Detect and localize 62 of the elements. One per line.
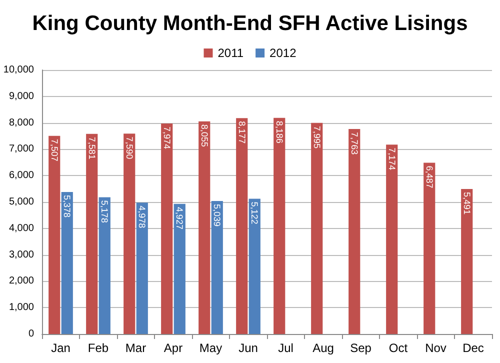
y-tick-label: 6,000 (8, 170, 34, 182)
bar (198, 121, 210, 334)
data-label: 5,039 (212, 204, 222, 226)
x-tick-label: Aug (312, 341, 334, 355)
data-label: 7,174 (386, 148, 397, 170)
bar (461, 189, 473, 334)
bar (174, 204, 186, 334)
y-tick-label: 7,000 (8, 144, 34, 155)
x-tick-label: May (199, 341, 222, 355)
data-label: 7,507 (49, 138, 60, 162)
bar (61, 192, 73, 334)
data-label: 6,487 (424, 166, 434, 188)
x-tick-label: Jan (51, 341, 70, 355)
x-tick-label: Oct (388, 341, 408, 355)
x-tick-label: Feb (88, 341, 109, 355)
chart-title: King County Month-End SFH Active Lisings (32, 12, 468, 35)
x-tick-label: Sep (350, 341, 372, 355)
bar (386, 144, 398, 334)
data-label: 5,122 (250, 202, 260, 224)
data-label: 7,581 (86, 136, 97, 160)
bar (124, 134, 136, 334)
y-tick-label: 2,000 (8, 276, 34, 287)
bar (274, 118, 286, 334)
legend-label: 2012 (270, 46, 297, 60)
bar (236, 118, 248, 334)
y-tick-label: 0 (28, 328, 34, 340)
y-tick-label: 1,000 (8, 302, 34, 314)
y-tick-label: 4,000 (8, 222, 34, 234)
legend-label: 2011 (218, 46, 244, 60)
x-tick-label: Nov (425, 341, 446, 355)
bar (311, 122, 323, 334)
data-label: 8,177 (236, 121, 247, 144)
y-tick-label: 3,000 (8, 249, 34, 260)
x-tick-label: Apr (164, 341, 183, 355)
y-tick-label: 5,000 (8, 196, 34, 208)
x-tick-label: Jun (238, 341, 258, 355)
data-label: 5,491 (462, 192, 472, 215)
y-tick-label: 9,000 (8, 90, 34, 102)
data-label: 4,978 (137, 206, 148, 228)
data-label: 7,974 (162, 126, 172, 150)
bar (136, 202, 148, 334)
data-label: 7,590 (124, 136, 134, 160)
bar (98, 197, 110, 334)
data-label: 8,055 (199, 124, 210, 147)
data-label: 7,995 (312, 126, 322, 148)
data-label: 4,927 (174, 206, 185, 230)
x-tick-label: Dec (462, 341, 484, 355)
data-label: 7,763 (349, 132, 360, 155)
bar (348, 129, 360, 334)
bar (248, 198, 260, 334)
bar (86, 134, 98, 334)
x-tick-label: Jul (278, 341, 294, 355)
y-tick-label: 8,000 (8, 117, 34, 128)
bar (48, 136, 60, 334)
y-tick-label: 10,000 (3, 64, 34, 76)
bar (161, 123, 173, 334)
data-label: 5,378 (62, 195, 72, 218)
data-label: 8,186 (274, 120, 284, 144)
data-label: 5,178 (100, 200, 110, 223)
bar (211, 200, 223, 334)
bar (424, 162, 436, 334)
x-tick-label: Mar (125, 341, 146, 355)
